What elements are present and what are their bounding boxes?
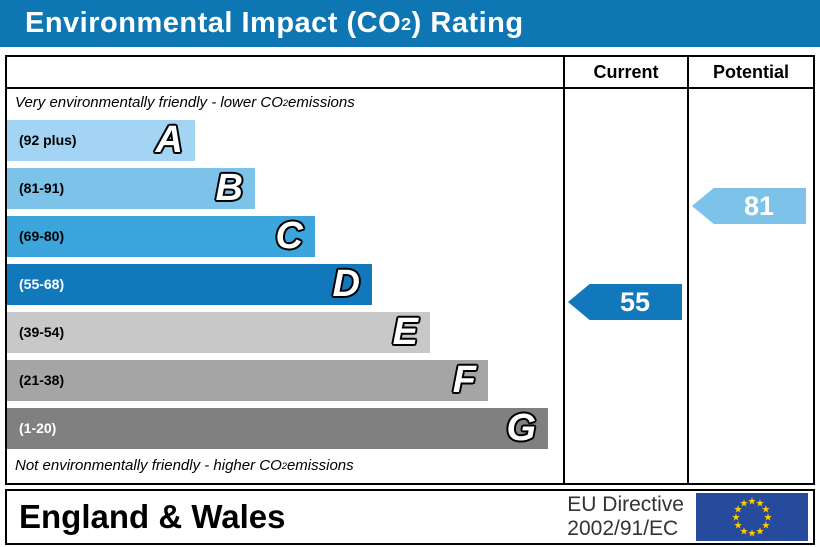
- band-letter: C: [275, 215, 304, 257]
- page-title-text: Environmental Impact (CO: [25, 7, 402, 39]
- caption-top: Very environmentally friendly - lower CO…: [15, 94, 355, 111]
- band-bar: (21-38) F: [7, 359, 488, 401]
- band-bar: (81-91) B: [7, 167, 255, 209]
- band-row: (81-91) B: [7, 164, 563, 212]
- bands: (92 plus) A (81-91) B (69-80) C (55-68) …: [7, 116, 563, 452]
- current-rating-arrow: 55: [568, 284, 682, 320]
- band-range-label: (55-68): [19, 276, 65, 292]
- band-column-header-spacer: [7, 57, 563, 89]
- svg-text:★: ★: [732, 513, 741, 524]
- band-range-label: (21-38): [19, 372, 65, 388]
- band-row: (55-68) D: [7, 260, 563, 308]
- band-letter: F: [452, 359, 477, 401]
- eu-flag-icon: ★ ★★★★★★★★★★★: [696, 493, 808, 541]
- band-row: (21-38) F: [7, 356, 563, 404]
- eu-directive-line2: 2002/91/EC: [567, 517, 679, 540]
- svg-text:★: ★: [740, 499, 749, 510]
- band-bar: (39-54) E: [7, 311, 430, 353]
- eu-directive-line1: EU Directive: [567, 492, 684, 516]
- band-bar: (55-68) D: [7, 263, 372, 305]
- band-range-label: (1-20): [19, 420, 57, 436]
- band-row: (39-54) E: [7, 308, 563, 356]
- band-range-label: (92 plus): [19, 132, 77, 148]
- svg-text:★: ★: [761, 505, 770, 516]
- svg-text:★: ★: [761, 521, 770, 532]
- page-title: Environmental Impact (CO 2) Rating: [0, 0, 820, 47]
- potential-column-header: Potential: [687, 57, 813, 89]
- svg-text:★: ★: [764, 513, 773, 524]
- eu-flag-field: [696, 493, 808, 541]
- svg-text:★: ★: [756, 526, 765, 537]
- caption-bottom: Not environmentally friendly - higher CO…: [15, 457, 354, 474]
- band-column: Very environmentally friendly - lower CO…: [7, 89, 563, 483]
- band-range-label: (81-91): [19, 180, 65, 196]
- band-letter: G: [506, 407, 537, 449]
- current-column-label: Current: [593, 61, 659, 82]
- band-row: (69-80) C: [7, 212, 563, 260]
- caption-bottom-suffix: emissions: [286, 457, 354, 474]
- rating-chart: Current Potential Very environmentally f…: [5, 55, 815, 485]
- svg-text:★: ★: [748, 497, 757, 508]
- caption-bottom-text: Not environmentally friendly - higher CO: [15, 457, 282, 474]
- current-column: 55: [563, 89, 687, 483]
- band-row: (92 plus) A: [7, 116, 563, 164]
- band-letter: A: [155, 119, 184, 161]
- band-letter: B: [215, 167, 244, 209]
- svg-text:★: ★: [734, 505, 743, 516]
- region-label: England & Wales: [19, 498, 286, 535]
- caption-top-suffix: emissions: [288, 94, 355, 111]
- band-bar: (92 plus) A: [7, 119, 195, 161]
- page-title-suffix: ) Rating: [411, 7, 524, 39]
- svg-text:★: ★: [756, 499, 765, 510]
- band-letter: D: [332, 263, 361, 305]
- potential-rating-arrow: 81: [692, 188, 806, 224]
- svg-text:★: ★: [740, 526, 749, 537]
- band-range-label: (39-54): [19, 324, 65, 340]
- band-letter: E: [392, 311, 419, 353]
- current-column-header: Current: [563, 57, 687, 89]
- footer: England & Wales EU Directive 2002/91/EC …: [5, 489, 815, 545]
- band-row: (1-20) G: [7, 404, 563, 452]
- band-bar: (69-80) C: [7, 215, 315, 257]
- eu-directive-label: EU Directive 2002/91/EC: [567, 493, 684, 541]
- svg-text:★: ★: [748, 529, 757, 540]
- svg-text:★: ★: [734, 521, 743, 532]
- potential-column-label: Potential: [712, 61, 789, 82]
- band-bar: (1-20) G: [7, 407, 548, 449]
- caption-top-text: Very environmentally friendly - lower CO: [15, 94, 283, 111]
- band-range-label: (69-80): [19, 228, 65, 244]
- eu-flag-stars: ★ ★★★★★★★★★★★: [732, 497, 773, 540]
- potential-column: 81: [687, 89, 813, 483]
